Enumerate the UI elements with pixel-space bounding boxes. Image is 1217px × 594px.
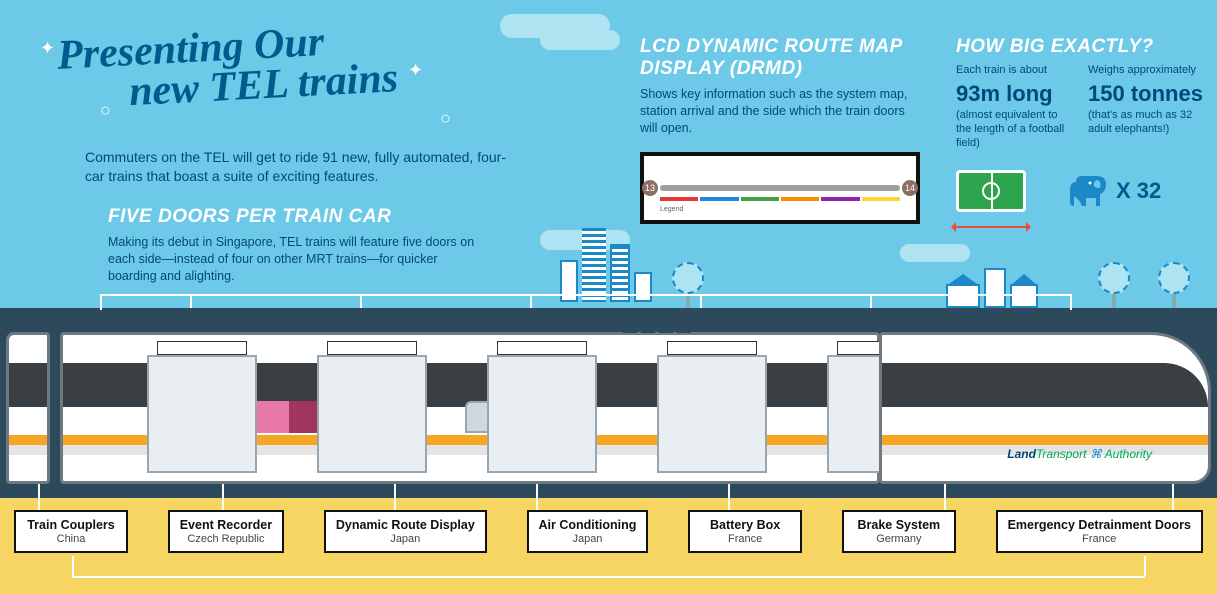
component-country: France bbox=[1008, 533, 1191, 545]
component-label: Emergency Detrainment DoorsFrance bbox=[996, 510, 1203, 553]
component-name: Emergency Detrainment Doors bbox=[1008, 518, 1191, 532]
cloud bbox=[900, 244, 970, 262]
five-doors-heading: FIVE DOORS PER TRAIN CAR bbox=[108, 206, 488, 228]
connector-line bbox=[38, 484, 40, 510]
cloud bbox=[540, 30, 620, 50]
bracket-tick bbox=[360, 294, 362, 308]
component-country: Japan bbox=[336, 533, 475, 545]
length-intro: Each train is about bbox=[956, 64, 1074, 78]
bracket-tick bbox=[870, 294, 872, 308]
weight-note: (that's as much as 32 adult elephants!) bbox=[1088, 109, 1206, 137]
elephant-count: X 32 bbox=[1116, 178, 1161, 204]
door bbox=[657, 355, 767, 473]
bracket-tick bbox=[530, 294, 532, 308]
drmd-station-start: 13 bbox=[642, 180, 658, 196]
ac-grille-icon bbox=[623, 327, 691, 333]
drmd-section: LCD DYNAMIC ROUTE MAP DISPLAY (DRMD) Sho… bbox=[640, 36, 920, 137]
component-name: Dynamic Route Display bbox=[336, 518, 475, 532]
howbig-heading: HOW BIG EXACTLY? bbox=[956, 36, 1206, 58]
five-door-bracket bbox=[100, 294, 1072, 308]
length-value: 93m long bbox=[956, 80, 1074, 108]
tree-icon bbox=[1112, 278, 1116, 308]
drmd-station-end: 14 bbox=[902, 180, 918, 196]
component-label: Brake SystemGermany bbox=[842, 510, 956, 553]
connector-line bbox=[536, 484, 538, 510]
component-name: Battery Box bbox=[700, 518, 790, 532]
component-country: Germany bbox=[854, 533, 944, 545]
bracket-tick bbox=[190, 294, 192, 308]
component-country: France bbox=[700, 533, 790, 545]
bracket-tick bbox=[700, 294, 702, 308]
connector-line bbox=[222, 484, 224, 510]
component-label: Event RecorderCzech Republic bbox=[168, 510, 284, 553]
length-col: Each train is about 93m long (almost equ… bbox=[956, 64, 1074, 151]
sparkle-icon: ✦ bbox=[40, 38, 55, 59]
drmd-legend-bars bbox=[660, 197, 900, 201]
sparkle-icon: ○ bbox=[440, 108, 451, 129]
component-label: Battery BoxFrance bbox=[688, 510, 802, 553]
train-car-mid bbox=[60, 332, 880, 484]
howbig-icons: X 32 bbox=[956, 170, 1161, 212]
component-country: Japan bbox=[539, 533, 637, 545]
infographic-canvas: Presenting Our new TEL trains ✦ ○ ✦ ○ Co… bbox=[0, 0, 1217, 594]
drmd-heading: LCD DYNAMIC ROUTE MAP DISPLAY (DRMD) bbox=[640, 36, 920, 80]
component-name: Event Recorder bbox=[180, 518, 272, 532]
intro-text: Commuters on the TEL will get to ride 91… bbox=[85, 148, 515, 186]
connector-line bbox=[944, 484, 946, 510]
five-doors-section: FIVE DOORS PER TRAIN CAR Making its debu… bbox=[108, 206, 488, 285]
sparkle-icon: ○ bbox=[100, 100, 111, 121]
train-car-front: LandTransport ⌘ Authority bbox=[879, 332, 1211, 484]
skyline-left bbox=[560, 228, 652, 302]
football-field-icon bbox=[956, 170, 1026, 212]
length-note: (almost equivalent to the length of a fo… bbox=[956, 109, 1074, 150]
door bbox=[317, 355, 427, 473]
door bbox=[487, 355, 597, 473]
component-country: China bbox=[26, 533, 116, 545]
drmd-body: Shows key information such as the system… bbox=[640, 86, 920, 137]
connector-line bbox=[394, 484, 396, 510]
tree-icon bbox=[1172, 278, 1176, 308]
drmd-legend-label: Legend bbox=[660, 206, 683, 213]
connector-line bbox=[72, 556, 74, 576]
weight-value: 150 tonnes bbox=[1088, 80, 1206, 108]
bottom-connector-rail bbox=[72, 576, 1145, 578]
weight-intro: Weighs approximately bbox=[1088, 64, 1206, 78]
howbig-section: HOW BIG EXACTLY? Each train is about 93m… bbox=[956, 36, 1206, 151]
component-label: Air ConditioningJapan bbox=[527, 510, 649, 553]
component-label: Train CouplersChina bbox=[14, 510, 128, 553]
five-doors-body: Making its debut in Singapore, TEL train… bbox=[108, 234, 488, 285]
train-illustration: LandTransport ⌘ Authority bbox=[6, 332, 1211, 484]
component-name: Brake System bbox=[854, 518, 944, 532]
component-label: Dynamic Route DisplayJapan bbox=[324, 510, 487, 553]
drmd-display: 13 14 Legend bbox=[640, 152, 920, 224]
component-labels: Train CouplersChina Event RecorderCzech R… bbox=[0, 510, 1217, 553]
connector-line bbox=[1172, 484, 1174, 510]
elephant-icon: X 32 bbox=[1066, 172, 1161, 210]
drmd-route-line: 13 14 Legend bbox=[660, 185, 900, 191]
connector-line bbox=[728, 484, 730, 510]
connector-line bbox=[1144, 556, 1146, 576]
weight-col: Weighs approximately 150 tonnes (that's … bbox=[1088, 64, 1206, 151]
door bbox=[147, 355, 257, 473]
component-country: Czech Republic bbox=[180, 533, 272, 545]
component-name: Train Couplers bbox=[26, 518, 116, 532]
sparkle-icon: ✦ bbox=[408, 60, 423, 81]
train-car-back bbox=[6, 332, 50, 484]
lta-logo: LandTransport ⌘ Authority bbox=[1007, 447, 1152, 461]
component-name: Air Conditioning bbox=[539, 518, 637, 532]
